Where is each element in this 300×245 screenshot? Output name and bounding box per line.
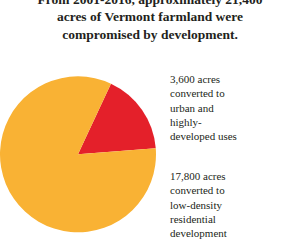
svg-text:17,800 acresconverted tolow-de: 17,800 acresconverted tolow-densityresid…	[170, 170, 227, 239]
svg-text:From 2001-2016, approximately: From 2001-2016, approximately 21,400acre…	[38, 0, 263, 42]
svg-text:3,600 acresconverted tourban a: 3,600 acresconverted tourban andhighly-d…	[170, 73, 237, 142]
